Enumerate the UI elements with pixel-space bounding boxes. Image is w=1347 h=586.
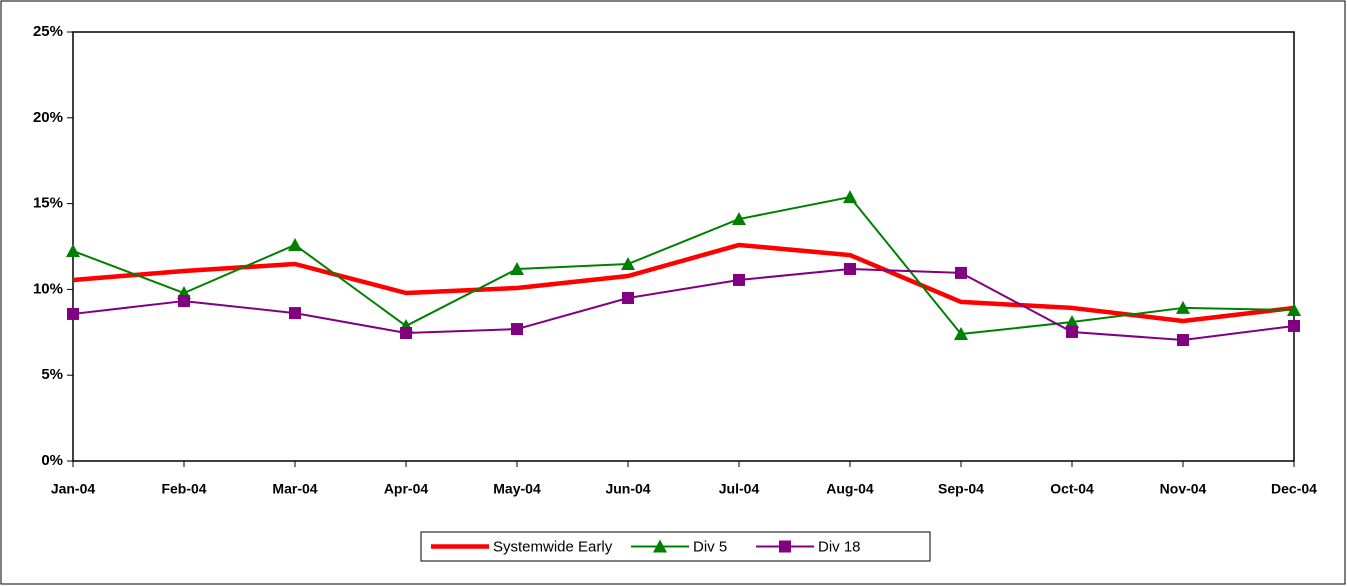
data-point xyxy=(1066,325,1078,338)
x-tick-label: Nov-04 xyxy=(1160,481,1207,497)
y-tick-label: 25% xyxy=(33,23,63,40)
x-tick-label: Dec-04 xyxy=(1271,481,1317,497)
legend-label: Div 18 xyxy=(818,538,861,555)
x-tick-label: May-04 xyxy=(493,481,541,497)
data-point xyxy=(510,261,524,275)
data-point xyxy=(511,323,523,336)
y-tick-label: 5% xyxy=(41,366,63,383)
data-point xyxy=(621,257,635,271)
data-point xyxy=(289,307,301,320)
data-point xyxy=(1288,319,1300,332)
legend-label: Systemwide Early xyxy=(493,538,613,555)
series-line xyxy=(72,196,1295,336)
data-point xyxy=(67,307,79,320)
data-point xyxy=(843,190,857,204)
series-line xyxy=(72,267,1295,342)
data-point xyxy=(844,262,856,275)
data-point xyxy=(66,243,80,257)
legend-marker xyxy=(653,539,667,553)
x-tick-label: Oct-04 xyxy=(1050,481,1094,497)
y-tick-label: 20% xyxy=(33,109,63,126)
x-tick-label: Sep-04 xyxy=(938,481,984,497)
y-tick-label: 0% xyxy=(41,452,63,469)
data-point xyxy=(400,326,412,339)
data-point xyxy=(955,266,967,279)
data-point xyxy=(1176,300,1190,314)
data-point xyxy=(1177,334,1189,347)
data-point xyxy=(733,273,745,286)
x-tick-label: Apr-04 xyxy=(384,481,429,497)
legend-marker xyxy=(779,540,791,553)
x-tick-label: Jun-04 xyxy=(605,481,650,497)
legend-label: Div 5 xyxy=(693,538,727,555)
x-tick-label: Jul-04 xyxy=(719,481,760,497)
data-point xyxy=(622,291,634,304)
y-tick-label: 15% xyxy=(33,195,63,212)
data-point xyxy=(288,237,302,251)
data-point xyxy=(1065,315,1079,329)
data-point xyxy=(1287,302,1301,316)
y-tick-label: 10% xyxy=(33,280,63,297)
x-tick-label: Aug-04 xyxy=(826,481,874,497)
x-tick-label: Jan-04 xyxy=(51,481,96,497)
series-line xyxy=(72,242,1295,324)
data-point xyxy=(732,212,746,226)
data-point xyxy=(178,295,190,308)
data-point xyxy=(954,327,968,341)
x-tick-label: Feb-04 xyxy=(161,481,206,497)
plot-area xyxy=(72,31,1295,462)
x-tick-label: Mar-04 xyxy=(272,481,317,497)
